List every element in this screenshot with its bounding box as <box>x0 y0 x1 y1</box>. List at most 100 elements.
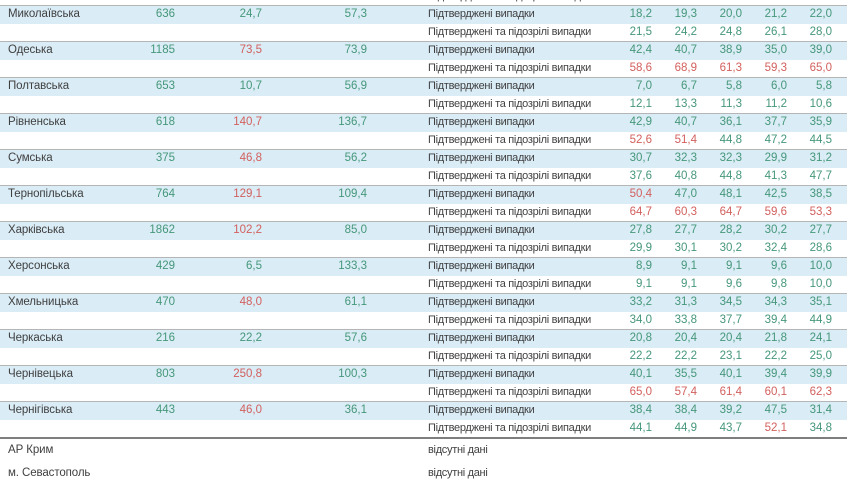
week-value: 32,3 <box>674 152 697 164</box>
case-type-label: Підтверджені та підозрілі випадки <box>428 133 591 146</box>
week-value: 35,9 <box>809 116 832 128</box>
week-value: 62,3 <box>809 385 832 398</box>
region-group: Чернівецька 803 250,8 100,3 Підтверджені вип… <box>0 365 847 401</box>
week-value: 31,4 <box>809 404 832 416</box>
table-row: Чернівецька 803 250,8 100,3 Підтверджені вип… <box>0 366 847 384</box>
case-type-label: Підтверджені та підозрілі випадки <box>428 349 591 362</box>
week-value: 42,5 <box>764 188 787 200</box>
table-row: Полтавська 653 10,7 56,9 Підтверджені випадк… <box>0 78 847 96</box>
week-value: 47,0 <box>674 188 697 200</box>
week-value: 35,0 <box>764 44 787 56</box>
week-value: 60,3 <box>674 205 697 218</box>
region-name: Сумська <box>8 152 53 164</box>
rate2-value: 57,6 <box>344 332 367 344</box>
week-value: 36,1 <box>719 116 742 128</box>
week-value: 5,8 <box>816 80 832 92</box>
table-row: Одеська 1185 73,5 73,9 Підтверджені випадки 4… <box>0 42 847 60</box>
week-value: 22,2 <box>629 349 652 362</box>
rate2-value: 85,0 <box>344 224 367 236</box>
week-value: 47,7 <box>809 169 832 182</box>
week-value: 39,2 <box>719 404 742 416</box>
week-value: 26,1 <box>764 25 787 38</box>
week-value: 25,0 <box>809 349 832 362</box>
week-value: 23,1 <box>719 349 742 362</box>
week-value: 20,4 <box>719 332 742 344</box>
week-value: 34,5 <box>719 296 742 308</box>
week-value: 44,5 <box>809 133 832 146</box>
week-value: 20,8 <box>629 332 652 344</box>
rate2-value: 109,4 <box>338 188 367 200</box>
week-value: 20,0 <box>719 8 742 20</box>
week-value: 29,9 <box>629 241 652 254</box>
case-type-label: Підтверджені та підозрілі випадки <box>428 169 591 182</box>
case-type-label: Підтверджені випадки <box>428 80 535 92</box>
case-type-label: Підтверджені випадки <box>428 332 535 344</box>
rate1-value: 10,7 <box>239 80 262 92</box>
week-value: 40,7 <box>674 116 697 128</box>
week-value: 47,2 <box>764 133 787 146</box>
total-cases-value: 375 <box>155 152 175 164</box>
rate2-value: 133,3 <box>338 260 367 272</box>
table-row: Сумська 375 46,8 56,2 Підтверджені випадки 30… <box>0 150 847 168</box>
case-type-label: Підтверджені та підозрілі випадки <box>370 0 622 5</box>
week-value: 27,7 <box>674 224 697 236</box>
region-name: Миколаївська <box>8 8 80 20</box>
table-row: Підтверджені та підозрілі випадки 22,2 22,… <box>0 348 847 366</box>
clipped-previous-row: Підтверджені та підозрілі випадки <box>0 0 847 5</box>
week-value: 9,1 <box>636 277 652 290</box>
week-value: 30,2 <box>764 224 787 236</box>
region-group: Черкаська 216 22,2 57,6 Підтверджені випадки… <box>0 329 847 365</box>
case-type-label: Підтверджені та підозрілі випадки <box>428 313 591 326</box>
week-value: 12,1 <box>629 97 652 110</box>
no-data-section: АР Крим відсутні дані м. Севастополь відсут… <box>0 439 847 485</box>
case-type-label: Підтверджені та підозрілі випадки <box>428 205 591 218</box>
week-value: 28,0 <box>809 25 832 38</box>
case-type-label: Підтверджені випадки <box>428 296 535 308</box>
week-value: 60,1 <box>764 385 787 398</box>
table-row: Харківська 1862 102,2 85,0 Підтверджені випа… <box>0 222 847 240</box>
week-value: 24,1 <box>809 332 832 344</box>
region-name: Чернівецька <box>8 368 73 380</box>
week-value: 44,8 <box>719 133 742 146</box>
rate2-value: 73,9 <box>344 44 367 56</box>
table-row: Підтверджені та підозрілі випадки 21,5 24,… <box>0 24 847 42</box>
week-value: 39,9 <box>809 368 832 380</box>
week-value: 33,2 <box>629 296 652 308</box>
week-value: 34,0 <box>629 313 652 326</box>
week-value: 6,0 <box>771 80 787 92</box>
total-cases-value: 429 <box>155 260 175 272</box>
case-type-label: Підтверджені та підозрілі випадки <box>428 25 591 38</box>
week-value: 59,6 <box>764 205 787 218</box>
week-value: 40,8 <box>674 169 697 182</box>
region-group: Хмельницька 470 48,0 61,1 Підтверджені випад… <box>0 293 847 329</box>
week-value: 21,5 <box>629 25 652 38</box>
week-value: 11,3 <box>720 97 742 110</box>
week-value: 28,2 <box>719 224 742 236</box>
table-row: Черкаська 216 22,2 57,6 Підтверджені випадки… <box>0 330 847 348</box>
region-name: Харківська <box>8 224 65 236</box>
table-body: Миколаївська 636 24,7 57,3 Підтверджені випа… <box>0 5 847 485</box>
rate1-value: 102,2 <box>233 224 262 236</box>
week-value: 64,7 <box>629 205 652 218</box>
rate1-value: 73,5 <box>239 44 262 56</box>
week-value: 9,8 <box>771 277 787 290</box>
no-data-label: відсутні дані <box>428 467 488 479</box>
case-type-label: Підтверджені випадки <box>428 224 535 236</box>
region-name: Хмельницька <box>8 296 79 308</box>
table-row: Миколаївська 636 24,7 57,3 Підтверджені випа… <box>0 6 847 24</box>
week-value: 30,1 <box>674 241 697 254</box>
table-row: Хмельницька 470 48,0 61,1 Підтверджені випад… <box>0 294 847 312</box>
week-value: 43,7 <box>719 421 742 434</box>
rate1-value: 46,8 <box>239 152 262 164</box>
week-value: 37,7 <box>719 313 742 326</box>
region-name: АР Крим <box>8 444 54 456</box>
week-value: 39,4 <box>764 313 787 326</box>
region-name: м. Севастополь <box>8 467 91 479</box>
week-value: 5,8 <box>726 80 742 92</box>
rate2-value: 36,1 <box>344 404 367 416</box>
case-type-label: Підтверджені та підозрілі випадки <box>428 241 591 254</box>
case-type-label: Підтверджені випадки <box>428 260 535 272</box>
case-type-label: Підтверджені випадки <box>428 152 535 164</box>
case-type-label: Підтверджені випадки <box>428 404 535 416</box>
